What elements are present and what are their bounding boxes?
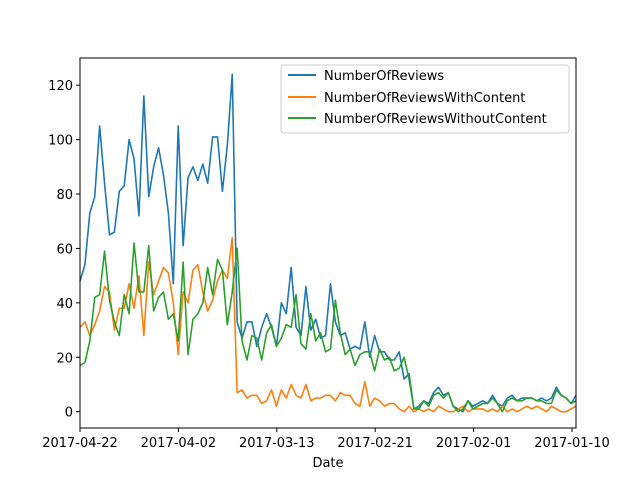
- legend-label-with-content: NumberOfReviewsWithContent: [324, 91, 525, 106]
- x-tick-label: 2017-01-10: [534, 436, 610, 451]
- series-line-0: [79, 73, 577, 413]
- x-tick-label: 2017-02-01: [436, 436, 512, 451]
- legend-label-reviews: NumberOfReviews: [324, 69, 444, 84]
- x-tick-label: 2017-02-21: [337, 436, 413, 451]
- series-line-1: [79, 236, 577, 413]
- x-tick-label: 2017-03-13: [239, 436, 315, 451]
- y-tick-label: 100: [48, 134, 73, 149]
- x-axis: 2017-04-22 2017-04-02 2017-03-13 2017-02-21…: [42, 428, 610, 451]
- x-tick-label: 2017-04-02: [141, 436, 217, 451]
- y-tick-label: 60: [56, 242, 73, 257]
- y-tick-label: 20: [56, 351, 73, 366]
- series-line-2: [79, 242, 577, 413]
- x-tick-label: 2017-04-22: [42, 436, 118, 451]
- y-axis: 0 20 40 60 80 100 120: [48, 79, 80, 421]
- y-tick-label: 120: [48, 79, 73, 94]
- y-tick-label: 0: [65, 406, 73, 421]
- series-layer: [79, 73, 577, 413]
- plot-frame: [79, 57, 577, 429]
- legend: NumberOfReviews NumberOfReviewsWithConte…: [280, 64, 570, 134]
- y-tick-label: 80: [56, 188, 73, 203]
- legend-label-without-content: NumberOfReviewsWithoutContent: [324, 112, 547, 127]
- legend-box: [280, 64, 570, 134]
- x-axis-label: Date: [312, 456, 343, 471]
- y-tick-label: 40: [56, 297, 73, 312]
